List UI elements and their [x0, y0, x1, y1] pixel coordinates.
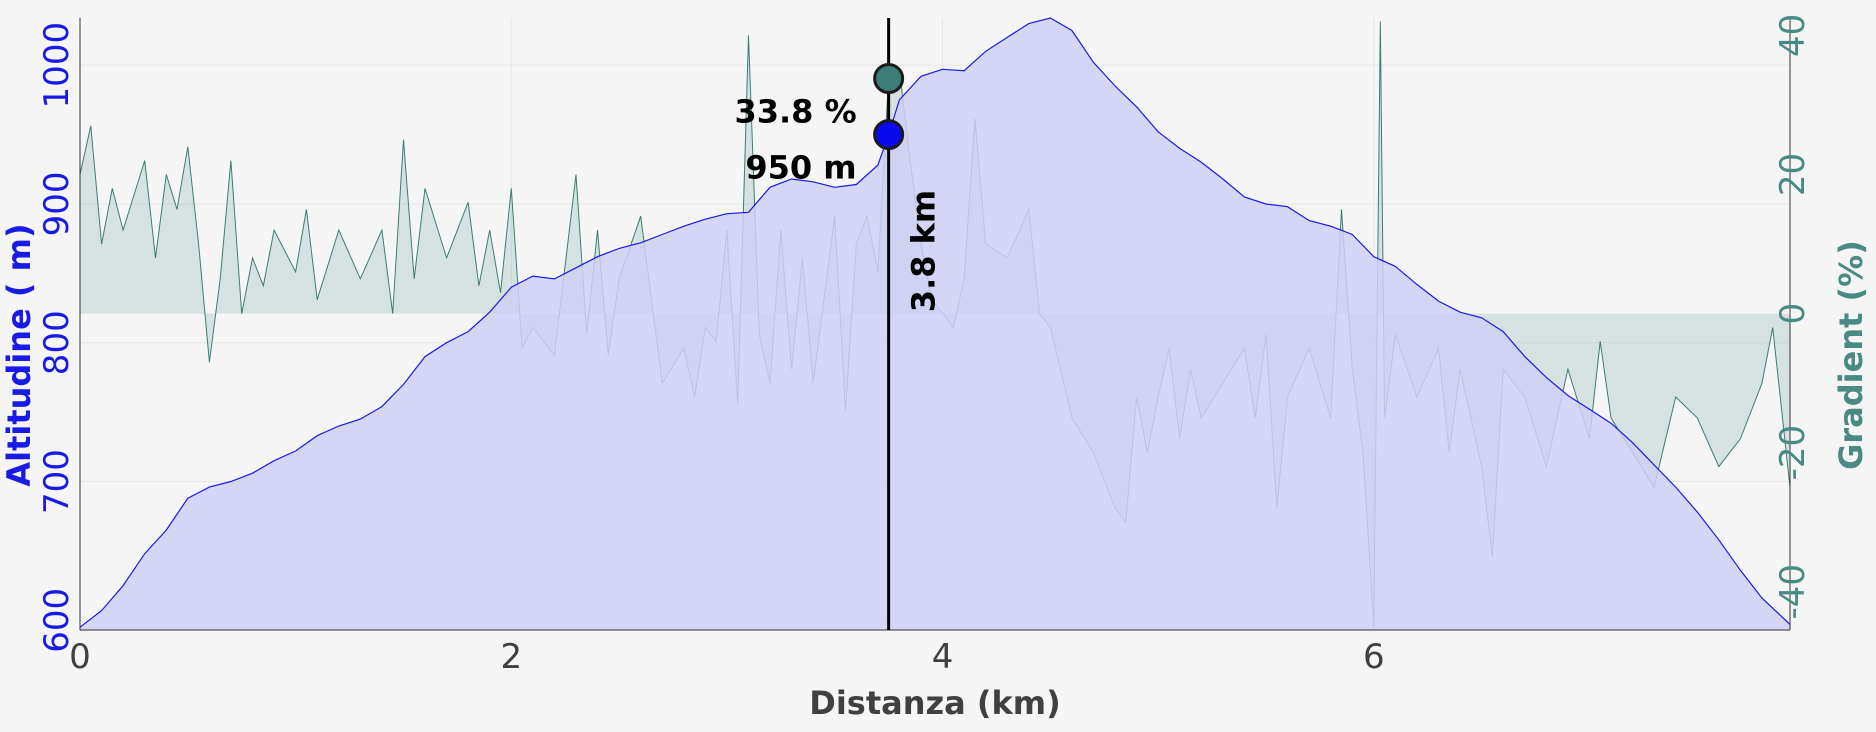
y-left-tick-label: 700 [37, 449, 77, 514]
y-left-tick-label: 1000 [37, 22, 77, 109]
altitude-area [80, 18, 1790, 630]
y-right-tick-label: 20 [1773, 153, 1813, 196]
y-left-tick-label: 800 [37, 310, 77, 375]
x-tick-label: 6 [1363, 637, 1385, 677]
x-tick-label: 4 [932, 637, 954, 677]
tick-labels: 600 700 800 900 1000 -40 -20 0 20 40 0 2 4 6 [37, 14, 1813, 677]
y-right-tick-label: -20 [1773, 425, 1813, 481]
y-left-tick-label: 900 [37, 172, 77, 237]
axes [79, 18, 1791, 631]
altitude-series [79, 17, 1791, 630]
x-tick-label: 2 [500, 637, 522, 677]
y-right-tick-label: 40 [1773, 14, 1813, 57]
distance-marker-label: 3.8 km [905, 190, 943, 312]
y-right-tick-label: -40 [1773, 564, 1813, 620]
altitude-line [79, 17, 1791, 628]
gradient-marker-dot [873, 63, 905, 95]
x-axis-title: Distanza (km) [809, 684, 1060, 722]
y-axis-title-right: Gradient (%) [1832, 240, 1870, 470]
x-tick-label: 0 [69, 637, 91, 677]
position-marker: 33.8 % 950 m 3.8 km [734, 18, 943, 630]
y-left-tick-label: 600 [37, 588, 77, 653]
altitude-marker-dot [873, 119, 905, 151]
gradient-marker-label: 33.8 % [734, 93, 856, 131]
altitude-marker-label: 950 m [745, 149, 856, 187]
y-right-tick-label: 0 [1773, 303, 1813, 325]
y-axis-title-left: Altitudine ( m) [0, 223, 38, 486]
